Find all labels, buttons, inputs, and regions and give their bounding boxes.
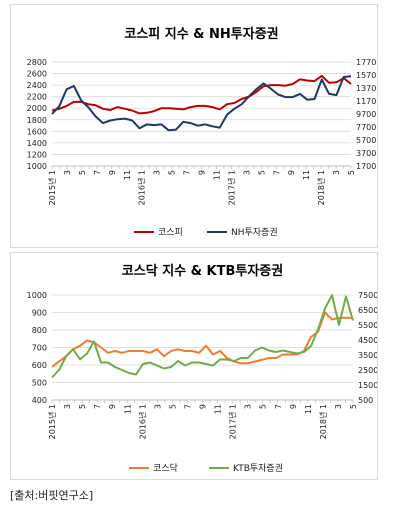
legend-label: NH투자증권 — [231, 226, 278, 238]
y-left-tick-label: 2400 — [27, 81, 47, 90]
x-tick-label: 9 — [289, 404, 298, 409]
x-tick-label: 2018년 1 — [316, 170, 326, 205]
y-right-tick-label: 4500 — [358, 336, 377, 345]
x-tick-label: 5 — [78, 404, 87, 409]
y-left-tick-label: 900 — [32, 309, 47, 318]
chart-panel-kospi-nh: 코스피 지수 & NH투자증권 1000 1200 1400 1600 1800 2000 2… — [10, 4, 382, 248]
x-tick-label: 3 — [242, 170, 251, 175]
x-tick-label: 7 — [274, 404, 283, 409]
chart-title: 코스피 지수 & NH투자증권 — [124, 27, 278, 42]
x-tick-label: 3 — [334, 404, 343, 409]
x-tick-label: 3 — [63, 404, 72, 409]
y-left-tick-label: 1200 — [27, 150, 47, 159]
chart-kospi-nh: 코스피 지수 & NH투자증권 1000 1200 1400 1600 1800 2000 2… — [27, 27, 382, 238]
y-right-tick-label: 5700 — [356, 136, 376, 145]
x-tick-label: 9 — [287, 170, 296, 175]
y-right-tick-label: 17700 — [356, 58, 377, 67]
y-right-tick-label: 11700 — [356, 97, 377, 106]
y-right-tick-label: 6500 — [358, 306, 377, 315]
x-tick-label: 5 — [78, 170, 87, 175]
x-tick-label: 3 — [153, 404, 162, 409]
x-tick-label: 2016년 1 — [137, 170, 147, 205]
series-line-right — [51, 294, 354, 379]
source-note: [출처:버핏연구소] — [10, 489, 94, 502]
x-tick-label: 5 — [168, 404, 177, 409]
x-tick-label: 9 — [198, 170, 207, 175]
x-tick-label: 5 — [259, 404, 268, 409]
x-tick-label: 9 — [199, 404, 208, 409]
x-tick-label: 11 — [304, 404, 313, 414]
x-tick-label: 2015년 1 — [47, 170, 57, 205]
y-left-tick-label: 1000 — [27, 291, 47, 300]
x-tick-label: 11 — [123, 404, 132, 414]
x-tick-label: 11 — [123, 170, 132, 180]
x-tick-label: 2017년 1 — [226, 170, 236, 205]
chart-panel-kosdaq-ktb: 코스닥 지수 & KTB투자증권 400 500 600 700 800 900 1000 50… — [10, 252, 378, 480]
legend-label: 코스피 — [158, 227, 183, 238]
y-right-tick-label: 13700 — [356, 84, 377, 93]
x-tick-label: 2017년 1 — [228, 404, 238, 439]
y-right-tick-label: 1700 — [356, 162, 376, 171]
x-tick-label: 3 — [244, 404, 253, 409]
x-tick-label: 5 — [349, 404, 358, 409]
x-tick-label: 11 — [214, 404, 223, 414]
y-right-tick-label: 9700 — [356, 110, 376, 119]
y-right-tick-label: 7700 — [356, 123, 376, 132]
x-tick-label: 3 — [153, 170, 162, 175]
chart-kosdaq-ktb: 코스닥 지수 & KTB투자증권 400 500 600 700 800 900 1000 50… — [27, 263, 379, 474]
y-right-tick-label: 3500 — [358, 351, 377, 360]
x-tick-label: 3 — [63, 170, 72, 175]
series-line-left — [51, 311, 353, 368]
x-tick-label: 3 — [332, 170, 341, 175]
y-left-tick-label: 2000 — [27, 104, 47, 113]
x-tick-label: 7 — [183, 404, 192, 409]
x-tick-label: 7 — [93, 404, 102, 409]
x-tick-label: 9 — [108, 404, 117, 409]
y-left-tick-label: 2800 — [27, 58, 47, 67]
y-left-tick-label: 1000 — [27, 162, 47, 171]
y-right-tick-label: 5500 — [358, 321, 377, 330]
y-left-tick-label: 1800 — [27, 116, 47, 125]
y-right-tick-label: 1500 — [358, 381, 377, 390]
x-tick-label: 5 — [257, 170, 266, 175]
x-tick-label: 5 — [347, 170, 356, 175]
y-right-tick-label: 500 — [358, 396, 373, 405]
y-left-tick-label: 1600 — [27, 127, 47, 136]
y-right-tick-label: 15700 — [356, 71, 377, 80]
y-left-tick-label: 2200 — [27, 93, 47, 102]
series-line-right — [51, 75, 352, 132]
series-line-left — [51, 74, 352, 115]
y-left-tick-label: 400 — [32, 396, 47, 405]
x-tick-label: 2018년 1 — [318, 404, 328, 439]
x-tick-label: 2016년 1 — [137, 404, 147, 439]
x-tick-label: 7 — [272, 170, 281, 175]
y-left-tick-label: 800 — [32, 326, 47, 335]
x-tick-label: 7 — [183, 170, 192, 175]
y-right-tick-label: 3700 — [356, 149, 376, 158]
y-left-tick-label: 2600 — [27, 70, 47, 79]
x-tick-label: 7 — [93, 170, 102, 175]
y-right-tick-label: 2500 — [358, 366, 377, 375]
x-tick-label: 11 — [302, 170, 311, 180]
y-left-tick-label: 500 — [32, 379, 47, 388]
legend-label: 코스닥 — [153, 463, 178, 474]
legend-label: KTB투자증권 — [233, 462, 283, 474]
x-tick-label: 11 — [212, 170, 221, 180]
y-left-tick-label: 700 — [32, 344, 47, 353]
y-left-tick-label: 600 — [32, 361, 47, 370]
y-left-tick-label: 1400 — [27, 139, 47, 148]
y-right-tick-label: 7500 — [358, 291, 377, 300]
x-tick-label: 5 — [168, 170, 177, 175]
x-tick-label: 9 — [108, 170, 117, 175]
x-tick-label: 2015년 1 — [47, 404, 57, 439]
chart-title: 코스닥 지수 & KTB투자증권 — [122, 263, 283, 279]
